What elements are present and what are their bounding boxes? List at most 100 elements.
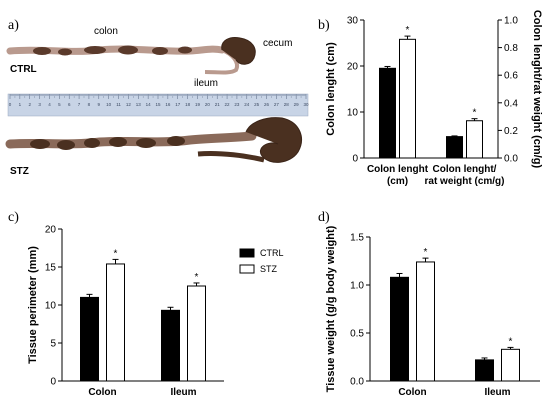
chart-b-y-label: Colon lenght (cm) — [325, 42, 337, 136]
y-tick-label: 10 — [45, 301, 57, 312]
significance-star: * — [473, 108, 477, 119]
legend-label-stz: STZ — [260, 264, 278, 274]
bar-ctrl-1 — [446, 136, 463, 159]
y-tick-label: 20 — [347, 62, 359, 73]
intestine-photo: colon cecum ileum CTRL 0 1 2 3 4 5 6 7 8 9 10 11 12 1… — [5, 26, 309, 177]
ruler-number: 14 — [146, 102, 152, 107]
chart-c: 0 5 10 15 20 * * Colon Ileum Tissue perimeter … — [27, 225, 284, 399]
ruler-number: 25 — [254, 102, 260, 107]
y-tick-label: 0.5 — [350, 329, 364, 340]
chart-d-y-axis: 0.0 0.5 1.0 1.5 — [350, 233, 371, 388]
legend-label-ctrl: CTRL — [260, 248, 284, 258]
y-tick-label: 30 — [347, 16, 359, 27]
ruler: 0 1 2 3 4 5 6 7 8 9 10 11 12 13 14 15 16 17 18 19 20 21 22 23 24… — [7, 93, 309, 117]
y2-tick-label: 0.6 — [504, 71, 518, 82]
ruler-number: 30 — [303, 102, 309, 107]
chart-b: 0 10 20 30 0.0 0.2 0.4 0.6 0.8 1.0 * * Colon leng… — [325, 10, 543, 187]
y-tick-label: 10 — [347, 108, 359, 119]
y-tick-label: 0 — [50, 377, 56, 388]
legend-swatch-ctrl — [239, 248, 255, 258]
panel-letter-b: b) — [318, 18, 330, 33]
category-label: rat weight (cm/g) — [424, 176, 504, 187]
ruler-number: 17 — [175, 102, 181, 107]
significance-star: * — [195, 272, 199, 283]
y2-tick-label: 0.8 — [504, 43, 518, 54]
ruler-number: 20 — [205, 102, 211, 107]
chart-b-y2-axis: 0.0 0.2 0.4 0.6 0.8 1.0 — [497, 16, 518, 165]
y2-tick-label: 0.0 — [504, 154, 518, 165]
y-tick-label: 0 — [352, 154, 358, 165]
y-tick-label: 15 — [45, 263, 57, 274]
ruler-number: 11 — [116, 102, 121, 107]
ruler-number: 22 — [225, 102, 231, 107]
y2-tick-label: 0.2 — [504, 126, 518, 137]
chart-d: 0.0 0.5 1.0 1.5 * * Colon Ileum Tissue weight… — [325, 225, 540, 398]
category-label: Colon — [398, 387, 426, 398]
bar-stz-0 — [399, 38, 416, 159]
ruler-number: 2 — [28, 102, 31, 107]
stz-intestine — [5, 117, 302, 163]
bar-ctrl-0 — [80, 296, 99, 382]
ruler-number: 12 — [126, 102, 132, 107]
ruler-number: 13 — [136, 102, 142, 107]
chart-c-y-axis: 0 5 10 15 20 — [45, 225, 63, 388]
y-tick-label: 20 — [45, 225, 57, 236]
bar-stz-1 — [466, 120, 483, 159]
ruler-number: 26 — [264, 102, 270, 107]
bar-stz-1 — [501, 348, 520, 382]
significance-star: * — [114, 248, 118, 259]
ruler-number: 23 — [234, 102, 240, 107]
category-label: Ileum — [170, 387, 196, 398]
ruler-number: 1 — [19, 102, 22, 107]
significance-star: * — [509, 336, 513, 347]
ruler-number: 16 — [165, 102, 171, 107]
ruler-number: 19 — [195, 102, 201, 107]
panel-letter-a: a) — [8, 18, 19, 33]
ruler-number: 10 — [106, 102, 112, 107]
category-label: Ileum — [484, 387, 510, 398]
bar-stz-0 — [106, 263, 125, 382]
ruler-number: 3 — [38, 102, 41, 107]
bar-ctrl-1 — [161, 309, 180, 382]
label-colon: colon — [94, 26, 118, 37]
chart-d-y-label: Tissue weight (g/g body weight) — [325, 225, 337, 392]
y2-tick-label: 1.0 — [504, 16, 518, 27]
ruler-number: 6 — [68, 102, 71, 107]
ruler-number: 21 — [215, 102, 221, 107]
ruler-number: 7 — [78, 102, 81, 107]
ruler-number: 24 — [244, 102, 250, 107]
y-tick-label: 1.0 — [350, 281, 364, 292]
ruler-number: 9 — [98, 102, 101, 107]
ruler-number: 18 — [185, 102, 191, 107]
label-ctrl: CTRL — [10, 64, 37, 75]
category-label: Colon lenght — [367, 164, 429, 175]
label-cecum: cecum — [263, 38, 292, 49]
chart-c-y-label: Tissue perimeter (mm) — [27, 246, 39, 364]
significance-star: * — [406, 25, 410, 36]
category-label: Colon lenght/ — [433, 164, 497, 175]
ruler-number: 29 — [294, 102, 300, 107]
chart-b-y2-label: Colon lenght/rat weight (cm/g) — [531, 10, 543, 169]
bar-ctrl-1 — [475, 359, 494, 382]
y2-tick-label: 0.4 — [504, 98, 518, 109]
y-tick-label: 1.5 — [350, 233, 364, 244]
bar-ctrl-0 — [390, 276, 409, 382]
chart-b-y-axis: 0 10 20 30 — [347, 16, 365, 165]
panel-letter-c: c) — [8, 210, 19, 225]
chart-c-legend: CTRL STZ — [239, 248, 284, 274]
ruler-number: 0 — [9, 102, 12, 107]
significance-star: * — [424, 247, 428, 258]
bar-stz-0 — [416, 261, 435, 382]
ctrl-intestine — [6, 37, 256, 75]
ruler-number: 5 — [58, 102, 61, 107]
ruler-number: 4 — [48, 102, 51, 107]
ruler-number: 28 — [284, 102, 290, 107]
label-ileum: ileum — [194, 78, 218, 89]
legend-swatch-stz — [239, 264, 255, 274]
panel-letter-d: d) — [318, 210, 330, 225]
bar-ctrl-0 — [379, 67, 396, 159]
ruler-number: 15 — [155, 102, 161, 107]
y-tick-label: 5 — [50, 339, 56, 350]
category-label: Colon — [88, 387, 116, 398]
ruler-number: 8 — [88, 102, 91, 107]
